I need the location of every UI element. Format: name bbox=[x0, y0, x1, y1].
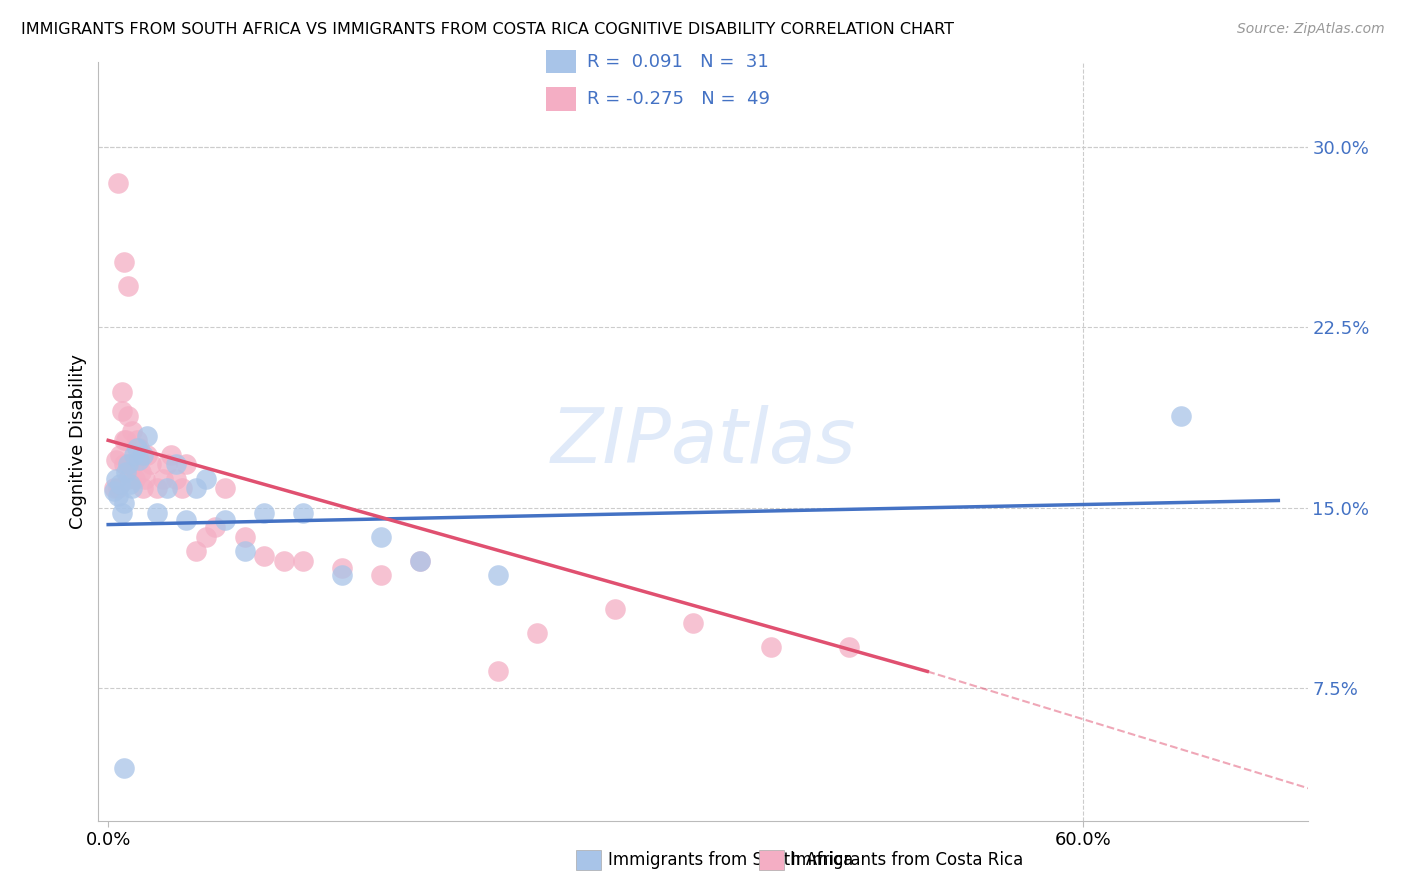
Point bbox=[273, 554, 295, 568]
Point bbox=[134, 472, 156, 486]
Point bbox=[292, 506, 315, 520]
Point bbox=[117, 409, 139, 424]
Point bbox=[104, 452, 127, 467]
Text: IMMIGRANTS FROM SOUTH AFRICA VS IMMIGRANTS FROM COSTA RICA COGNITIVE DISABILITY : IMMIGRANTS FROM SOUTH AFRICA VS IMMIGRAN… bbox=[21, 22, 955, 37]
Point bbox=[486, 665, 509, 679]
Point bbox=[156, 482, 179, 496]
Point bbox=[172, 482, 194, 496]
Point bbox=[108, 448, 131, 462]
Point bbox=[330, 561, 353, 575]
Point bbox=[292, 554, 315, 568]
Point bbox=[131, 465, 153, 479]
Point bbox=[174, 458, 197, 472]
Point bbox=[104, 472, 127, 486]
Point bbox=[152, 472, 174, 486]
Point bbox=[184, 544, 207, 558]
Point bbox=[111, 385, 134, 400]
Point bbox=[127, 441, 149, 455]
Point bbox=[112, 761, 135, 775]
Point bbox=[146, 482, 169, 496]
Point bbox=[370, 530, 392, 544]
Point bbox=[132, 448, 155, 462]
Text: ZIPatlas: ZIPatlas bbox=[550, 405, 856, 478]
Point bbox=[117, 458, 139, 472]
Point bbox=[174, 513, 197, 527]
Point bbox=[194, 530, 217, 544]
Point bbox=[111, 506, 134, 520]
Point bbox=[139, 458, 162, 472]
Point bbox=[118, 458, 141, 472]
Point bbox=[165, 472, 187, 486]
Point bbox=[146, 506, 169, 520]
Point bbox=[233, 530, 256, 544]
Point bbox=[409, 554, 432, 568]
Point bbox=[194, 472, 217, 486]
Text: R =  0.091   N =  31: R = 0.091 N = 31 bbox=[588, 53, 769, 70]
Point bbox=[330, 568, 353, 582]
Text: Immigrants from Costa Rica: Immigrants from Costa Rica bbox=[790, 851, 1024, 869]
Point bbox=[156, 458, 179, 472]
Point bbox=[370, 568, 392, 582]
Point bbox=[127, 434, 149, 448]
Point bbox=[124, 472, 146, 486]
Point bbox=[526, 626, 548, 640]
Point bbox=[136, 448, 159, 462]
Point bbox=[184, 482, 207, 496]
Point bbox=[605, 602, 627, 616]
Text: Source: ZipAtlas.com: Source: ZipAtlas.com bbox=[1237, 22, 1385, 37]
Point bbox=[108, 476, 131, 491]
Point bbox=[409, 554, 432, 568]
Point bbox=[111, 404, 134, 418]
Text: Immigrants from South Africa: Immigrants from South Africa bbox=[607, 851, 853, 869]
Point bbox=[118, 476, 141, 491]
Point bbox=[165, 458, 187, 472]
Bar bbox=[546, 87, 575, 111]
Text: R = -0.275   N =  49: R = -0.275 N = 49 bbox=[588, 90, 770, 108]
Bar bbox=[546, 50, 575, 73]
Point bbox=[114, 465, 136, 479]
Point bbox=[121, 424, 143, 438]
Point bbox=[103, 482, 125, 496]
Point bbox=[486, 568, 509, 582]
Point bbox=[132, 482, 155, 496]
Point bbox=[122, 448, 145, 462]
Point bbox=[112, 255, 135, 269]
Point bbox=[112, 496, 135, 510]
Point bbox=[214, 482, 236, 496]
Point bbox=[107, 489, 129, 503]
Y-axis label: Cognitive Disability: Cognitive Disability bbox=[69, 354, 87, 529]
Point bbox=[136, 428, 159, 442]
Point bbox=[107, 176, 129, 190]
Point bbox=[682, 616, 704, 631]
Point bbox=[112, 434, 135, 448]
Point bbox=[103, 483, 125, 498]
Point bbox=[159, 448, 181, 462]
Point bbox=[214, 513, 236, 527]
Point bbox=[121, 482, 143, 496]
Point bbox=[107, 482, 129, 496]
Point bbox=[761, 640, 783, 655]
Point bbox=[204, 520, 226, 534]
Point bbox=[128, 452, 150, 467]
Point bbox=[117, 472, 139, 486]
Point bbox=[1170, 409, 1192, 424]
Point bbox=[253, 549, 276, 563]
Point bbox=[128, 441, 150, 455]
Point bbox=[114, 434, 136, 448]
Point bbox=[122, 458, 145, 472]
Point bbox=[117, 279, 139, 293]
Point bbox=[838, 640, 860, 655]
Point bbox=[253, 506, 276, 520]
Point bbox=[112, 458, 135, 472]
Point bbox=[233, 544, 256, 558]
